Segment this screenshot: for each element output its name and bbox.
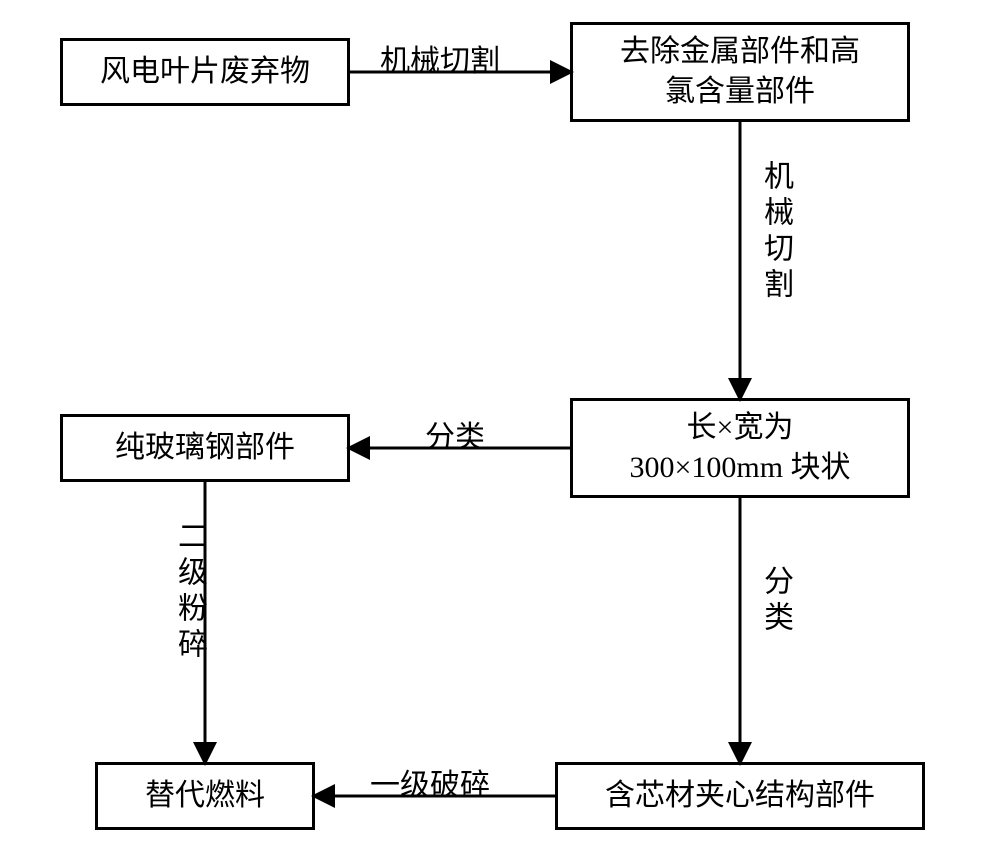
edge-label-mech-cut-2: 机械切割 xyxy=(753,160,797,304)
node-core-sandwich: 含芯材夹心结构部件 xyxy=(555,762,925,830)
node-label: 替代燃料 xyxy=(145,776,265,817)
node-300x100-block: 长×宽为300×100mm 块状 xyxy=(570,398,910,498)
edge-label-classify-2: 分类 xyxy=(753,565,797,637)
node-pure-fiberglass: 纯玻璃钢部件 xyxy=(60,414,350,482)
node-alt-fuel: 替代燃料 xyxy=(95,762,315,830)
node-label: 去除金属部件和高氯含量部件 xyxy=(620,32,860,113)
node-label: 含芯材夹心结构部件 xyxy=(605,776,875,817)
node-label: 长×宽为300×100mm 块状 xyxy=(629,408,850,489)
edge-label-mech-cut-1: 机械切割 xyxy=(380,36,500,80)
node-label: 风电叶片废弃物 xyxy=(100,52,310,93)
edge-label-primary-crush: 一级破碎 xyxy=(370,760,490,804)
edge-label-secondary-crush: 二级粉碎 xyxy=(167,520,211,664)
node-wind-blade-waste: 风电叶片废弃物 xyxy=(60,38,350,106)
edge-label-classify-1: 分类 xyxy=(425,412,485,456)
node-remove-metal-chlorine: 去除金属部件和高氯含量部件 xyxy=(570,22,910,122)
flowchart-canvas: 风电叶片废弃物 去除金属部件和高氯含量部件 长×宽为300×100mm 块状 纯… xyxy=(0,0,1000,860)
node-label: 纯玻璃钢部件 xyxy=(115,428,295,469)
